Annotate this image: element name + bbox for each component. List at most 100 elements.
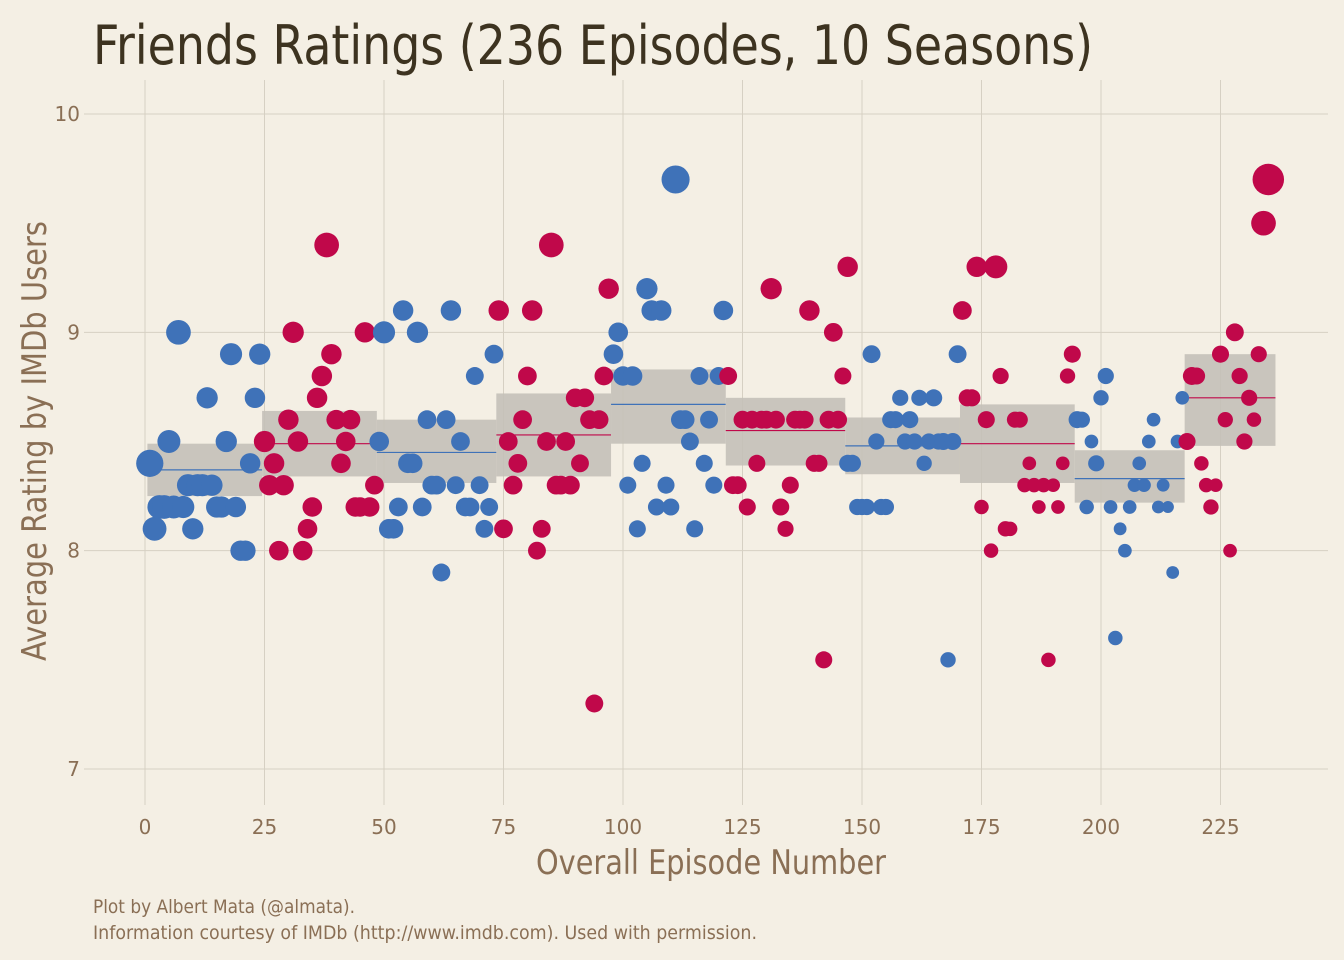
episode-point	[940, 652, 956, 668]
episode-point	[475, 519, 494, 538]
episode-point	[1188, 367, 1206, 385]
episode-point	[1251, 210, 1276, 236]
x-tick-label: 75	[491, 815, 516, 839]
x-tick-label: 225	[1201, 815, 1239, 839]
episode-point	[215, 430, 237, 453]
episode-point	[719, 367, 738, 385]
episode-point	[772, 498, 790, 516]
episode-point	[406, 321, 429, 343]
episode-point	[498, 432, 518, 451]
episode-point	[142, 516, 167, 541]
episode-point	[1223, 543, 1237, 558]
episode-point	[868, 433, 885, 450]
episode-point	[748, 454, 766, 472]
episode-point	[249, 343, 271, 365]
episode-point	[815, 651, 833, 669]
episode-point	[538, 232, 564, 258]
episode-point	[608, 322, 629, 343]
episode-point	[1246, 412, 1262, 427]
episode-point	[210, 496, 233, 518]
episode-point	[1036, 477, 1051, 493]
episode-point	[484, 344, 504, 364]
episode-point	[201, 474, 223, 496]
episode-point	[916, 455, 932, 472]
episode-point	[402, 453, 423, 474]
x-tick-label: 25	[252, 815, 277, 839]
episode-point	[1137, 478, 1151, 492]
x-tick-label: 0	[139, 815, 152, 839]
season-bands	[147, 354, 1276, 503]
season-6-band	[725, 397, 846, 466]
episode-point	[326, 409, 347, 430]
episode-point	[636, 278, 658, 300]
episode-point	[992, 367, 1009, 385]
episode-point	[1108, 630, 1123, 646]
episode-point	[259, 474, 280, 496]
episode-point	[1178, 432, 1196, 451]
x-tick-label: 175	[962, 815, 1000, 839]
episode-point	[598, 278, 619, 299]
episode-point	[494, 519, 513, 539]
episode-point	[136, 449, 164, 477]
episode-point	[675, 410, 695, 430]
episode-point	[795, 410, 814, 429]
episode-point	[513, 410, 532, 430]
episode-point	[196, 387, 218, 409]
episode-point	[1046, 478, 1061, 492]
x-tick-label: 125	[723, 815, 761, 839]
episode-point	[518, 366, 537, 386]
episode-point	[1113, 522, 1127, 536]
episode-point	[182, 518, 204, 540]
episode-point	[1208, 478, 1223, 492]
episode-point	[781, 476, 799, 494]
episode-point	[886, 411, 904, 429]
episode-point	[1032, 500, 1046, 514]
episode-point	[799, 300, 820, 321]
caption-author: Plot by Albert Mata (@almata).	[93, 896, 355, 918]
episode-point	[619, 476, 637, 494]
episode-point	[172, 495, 195, 519]
episode-point	[278, 409, 299, 430]
episode-point	[297, 519, 318, 539]
episode-point	[834, 367, 852, 385]
episode-point	[388, 497, 408, 517]
episode-point	[823, 322, 843, 342]
episode-point	[244, 387, 266, 409]
episode-point	[948, 345, 967, 364]
episode-point	[1241, 389, 1258, 406]
episode-point	[1236, 433, 1253, 450]
episode-point	[465, 367, 484, 385]
episode-point	[225, 496, 247, 518]
episode-point	[892, 389, 909, 406]
episode-point	[432, 563, 451, 582]
episode-point	[460, 497, 480, 517]
episode-point	[306, 387, 328, 409]
episode-point	[556, 432, 576, 451]
episode-point	[269, 540, 289, 561]
episode-point	[335, 431, 356, 452]
episode-point	[273, 474, 294, 496]
episode-point	[622, 366, 643, 386]
episode-point	[287, 431, 309, 452]
episode-point	[1063, 345, 1081, 363]
episode-point	[488, 300, 509, 321]
episode-point	[1084, 434, 1099, 449]
episode-point	[331, 453, 351, 474]
episode-point	[1225, 323, 1244, 342]
y-axis-label: Average Rating by IMDb Users	[15, 221, 55, 661]
episode-point	[369, 431, 390, 452]
episode-point	[585, 694, 604, 713]
episode-point	[843, 454, 861, 472]
episode-point	[1088, 455, 1105, 472]
episode-point	[690, 367, 709, 385]
episode-point	[1127, 478, 1142, 492]
episode-point	[877, 498, 895, 516]
episode-point	[451, 432, 470, 451]
episode-point	[1156, 478, 1170, 492]
x-tick-label: 200	[1082, 815, 1120, 839]
episode-point	[1217, 411, 1233, 428]
x-tick-label: 150	[843, 815, 881, 839]
episode-point	[810, 454, 828, 472]
episode-point	[157, 430, 181, 453]
episode-point	[1161, 501, 1174, 513]
